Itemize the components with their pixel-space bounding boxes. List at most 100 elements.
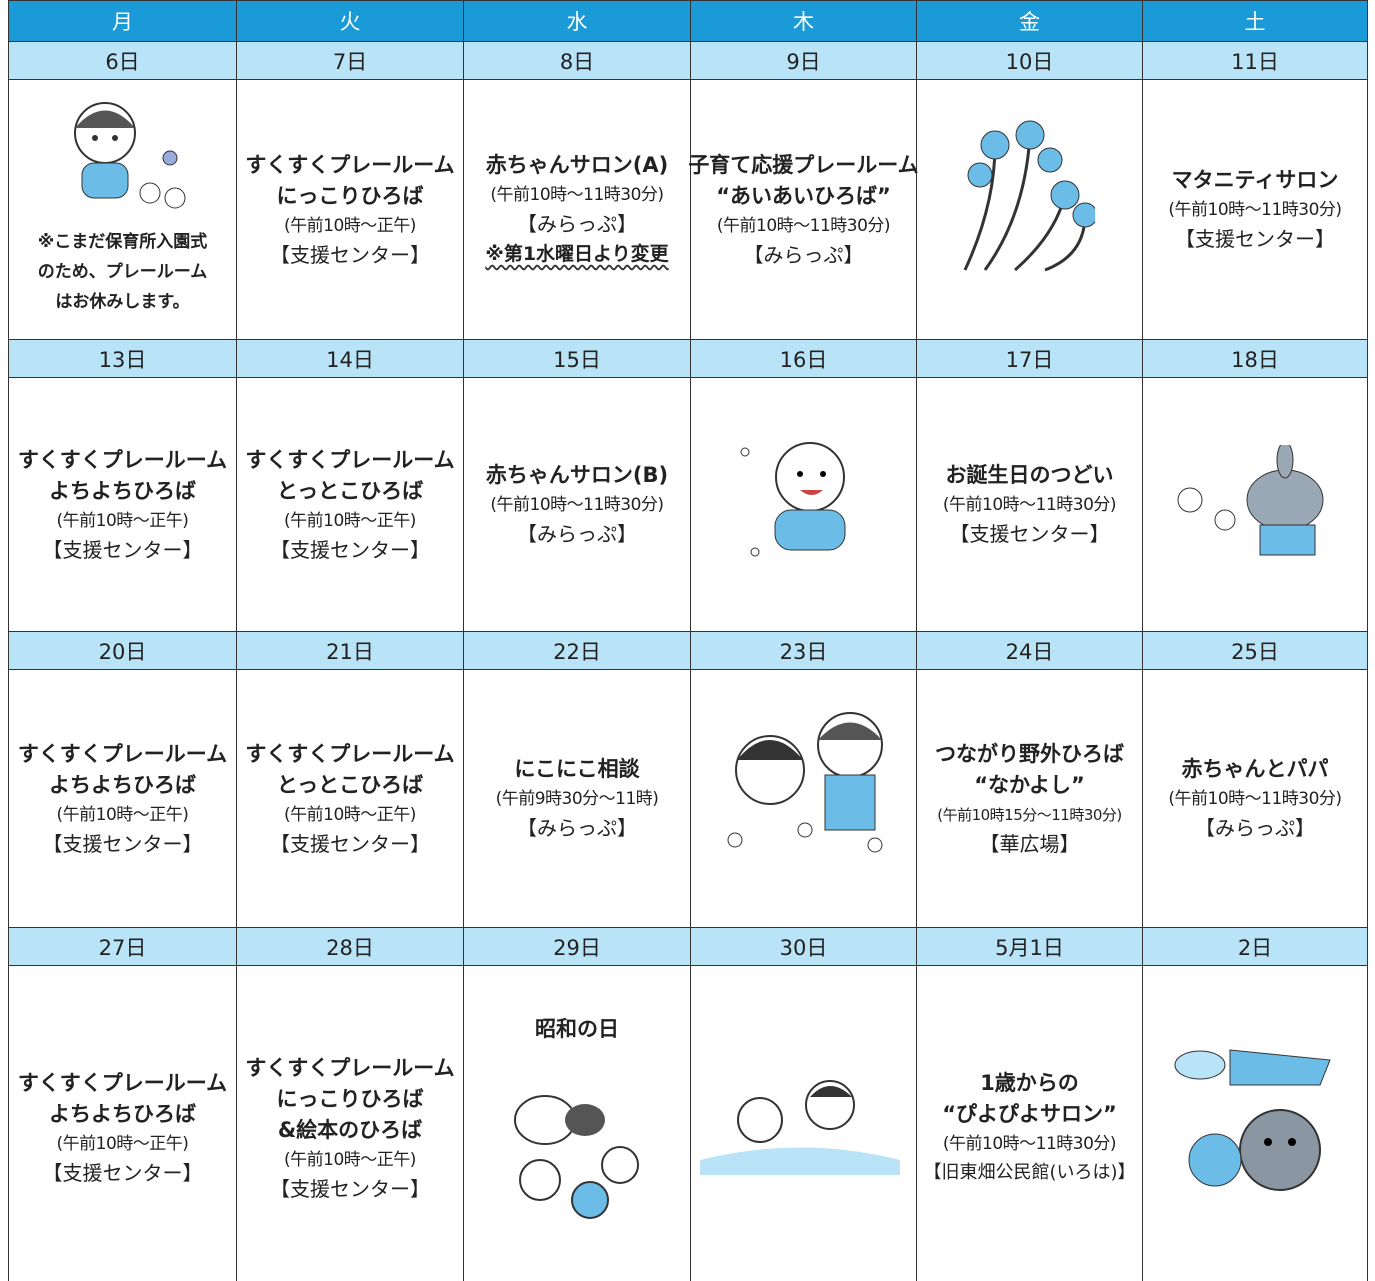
event-place: 【みらっぷ】 <box>517 212 637 236</box>
event-place: 【みらっぷ】 <box>517 522 637 546</box>
event-cell: すくすくプレールーム とっとこひろば (午前10時～正午) 【支援センター】 <box>236 669 464 928</box>
event-title: 赤ちゃんサロン(A) <box>485 153 669 177</box>
date-label: 14日 <box>236 339 464 378</box>
event-title: &絵本のひろば <box>277 1117 423 1142</box>
event-time: (午前10時～11時30分) <box>1168 789 1342 809</box>
event-cell: 赤ちゃんサロン(B) (午前10時～11時30分) 【みらっぷ】 <box>463 377 691 632</box>
event-time: (午前10時～11時30分) <box>942 1134 1117 1154</box>
event-time: (午前9時30分～11時) <box>495 789 659 809</box>
event-time: (午前10時～正午) <box>284 1149 416 1170</box>
event-time: (午前10時～11時30分) <box>1168 200 1342 220</box>
event-cell: すくすくプレールーム にっこりひろば &絵本のひろば (午前10時～正午) 【支援センタ… <box>236 965 464 1281</box>
event-title: すくすくプレールーム <box>245 1055 455 1080</box>
event-place: 【支援センター】 <box>270 537 430 562</box>
event-title: とっとこひろば <box>276 478 424 503</box>
event-time: (午前10時～正午) <box>56 510 189 531</box>
date-label: 9日 <box>690 41 917 80</box>
weekday-header: 火 <box>236 0 464 42</box>
event-title: “あいあいひろば” <box>716 183 891 208</box>
event-title: 赤ちゃんとパパ <box>1181 757 1329 781</box>
event-cell <box>1142 965 1368 1281</box>
event-cell: にこにこ相談 (午前9時30分～11時) 【みらっぷ】 <box>463 669 691 928</box>
event-time: (午前10時～正午) <box>284 510 416 531</box>
event-time: (午前10時～11時30分) <box>490 495 664 515</box>
event-title: つながり野外ひろば <box>935 741 1124 766</box>
event-cell: ※こまだ保育所入園式 のため、プレールーム はお休みします。 <box>8 79 237 340</box>
event-time: (午前10時15分～11時30分) <box>937 805 1122 824</box>
event-title: 昭和の日 <box>535 1017 619 1041</box>
date-label: 21日 <box>236 631 464 670</box>
event-place: 【支援センター】 <box>42 537 203 562</box>
date-label: 23日 <box>690 631 917 670</box>
closure-note: ※こまだ保育所入園式 <box>37 232 208 252</box>
event-place: 【支援センター】 <box>42 831 203 856</box>
event-place: 【支援センター】 <box>949 522 1110 546</box>
date-label: 22日 <box>463 631 691 670</box>
event-cell: すくすくプレールーム にっこりひろば (午前10時～正午) 【支援センター】 <box>236 79 464 340</box>
weekday-header: 土 <box>1142 0 1368 42</box>
date-label: 5月1日 <box>916 927 1143 966</box>
illustration-baby <box>740 442 846 557</box>
event-title: “ぴよぴよサロン” <box>942 1102 1117 1126</box>
date-label: 20日 <box>8 631 237 670</box>
event-title: にっこりひろば <box>276 1086 424 1111</box>
event-cell: すくすくプレールーム よちよちひろば (午前10時～正午) 【支援センター】 <box>8 377 237 632</box>
event-cell: 1歳からの “ぴよぴよサロン” (午前10時～11時30分) 【旧東畑公民館(いろは)… <box>916 965 1143 1281</box>
event-title: すくすくプレールーム <box>17 1071 228 1095</box>
event-place: 【華広場】 <box>979 831 1080 856</box>
event-title: とっとこひろば <box>276 772 424 797</box>
illustration-field <box>700 1080 900 1175</box>
change-note: ※第1水曜日より変更 <box>485 243 669 265</box>
event-cell: 赤ちゃんサロン(A) (午前10時～11時30分) 【みらっぷ】 ※第1水曜日より変更 <box>463 79 691 340</box>
event-title: 子育て応援プレールーム <box>688 152 919 177</box>
event-time: (午前10時～正午) <box>284 215 416 236</box>
illustration-children <box>727 712 883 853</box>
event-title: すくすくプレールーム <box>245 447 455 472</box>
event-time: (午前10時～正午) <box>284 804 416 825</box>
date-label: 29日 <box>463 927 691 966</box>
closure-note: はお休みします。 <box>55 292 190 312</box>
date-label: 24日 <box>916 631 1143 670</box>
event-place: 【支援センター】 <box>270 1176 430 1201</box>
date-label: 18日 <box>1142 339 1368 378</box>
event-place: 【みらっぷ】 <box>1195 816 1315 840</box>
illustration-girl <box>74 102 186 209</box>
event-time: (午前10時～11時30分) <box>716 215 891 236</box>
illustration-flowers <box>963 120 1095 272</box>
event-cell: お誕生日のつどい (午前10時～11時30分) 【支援センター】 <box>916 377 1143 632</box>
event-place: 【支援センター】 <box>1175 227 1335 251</box>
date-label: 6日 <box>8 41 237 80</box>
event-cell: すくすくプレールーム よちよちひろば (午前10時～正午) 【支援センター】 <box>8 669 237 928</box>
event-title: 赤ちゃんサロン(B) <box>485 463 669 487</box>
date-label: 27日 <box>8 927 237 966</box>
illustration-bunny <box>1177 445 1324 556</box>
event-time: (午前10時～正午) <box>56 1134 189 1154</box>
closure-note: のため、プレールーム <box>37 262 208 282</box>
date-label: 28日 <box>236 927 464 966</box>
illustration-koinobori <box>1174 1049 1331 1191</box>
event-title: よちよちひろば <box>49 772 196 797</box>
event-time: (午前10時～11時30分) <box>490 185 664 205</box>
event-place: 【旧東畑公民館(いろは)】 <box>923 1162 1136 1183</box>
event-title: お誕生日のつどい <box>945 463 1114 487</box>
event-place: 【支援センター】 <box>42 1161 203 1185</box>
event-title: よちよちひろば <box>49 1102 196 1126</box>
date-label: 25日 <box>1142 631 1368 670</box>
date-label: 10日 <box>916 41 1143 80</box>
weekday-header: 木 <box>690 0 917 42</box>
event-cell: 赤ちゃんとパパ (午前10時～11時30分) 【みらっぷ】 <box>1142 669 1368 928</box>
event-title: にこにこ相談 <box>514 757 640 781</box>
date-label: 30日 <box>690 927 917 966</box>
event-cell: すくすくプレールーム とっとこひろば (午前10時～正午) 【支援センター】 <box>236 377 464 632</box>
event-title: すくすくプレールーム <box>17 447 228 472</box>
event-place: 【支援センター】 <box>270 242 430 267</box>
weekday-header: 金 <box>916 0 1143 42</box>
event-cell: マタニティサロン (午前10時～11時30分) 【支援センター】 <box>1142 79 1368 340</box>
event-title: にっこりひろば <box>276 183 424 208</box>
date-label: 17日 <box>916 339 1143 378</box>
event-cell: つながり野外ひろば “なかよし” (午前10時15分～11時30分) 【華広場】 <box>916 669 1143 928</box>
event-cell: すくすくプレールーム よちよちひろば (午前10時～正午) 【支援センター】 <box>8 965 237 1281</box>
illustration-bee <box>514 1095 639 1219</box>
date-label: 16日 <box>690 339 917 378</box>
event-place: 【みらっぷ】 <box>743 242 864 267</box>
